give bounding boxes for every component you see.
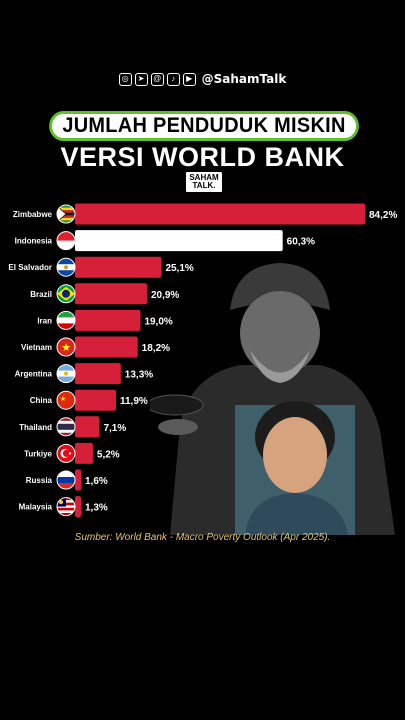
category-label-china: China <box>30 396 53 405</box>
bowl <box>150 394 204 416</box>
presenter-shirt <box>245 493 348 535</box>
flag-iran-icon <box>56 310 76 330</box>
category-label-iran: Iran <box>37 316 52 325</box>
flag-indonesia-icon <box>56 231 76 251</box>
category-label-brazil: Brazil <box>30 290 52 299</box>
badge-line-2: TALK. <box>192 181 216 190</box>
threads-icon: @ <box>150 72 164 86</box>
value-label-turkiye: 5,2% <box>97 449 120 460</box>
value-label-el-salvador: 25,1% <box>165 263 193 274</box>
source-text: Sumber: World Bank - Macro Poverty Outlo… <box>74 532 331 543</box>
category-label-zimbabwe: Zimbabwe <box>13 210 53 219</box>
background-photo <box>150 263 395 535</box>
svg-text:★: ★ <box>60 395 66 403</box>
flag-vietnam-icon: ★ <box>56 337 76 357</box>
flag-malaysia-icon <box>56 497 76 517</box>
brand-badge: SAHAM TALK. <box>186 172 222 192</box>
bar-turkiye <box>75 442 93 464</box>
value-label-vietnam: 18,2% <box>142 343 170 354</box>
man-face <box>240 291 320 375</box>
category-label-el-salvador: El Salvador <box>8 263 52 272</box>
value-label-zimbabwe: 84,2% <box>369 210 397 221</box>
category-label-argentina: Argentina <box>15 370 53 379</box>
bar-iran <box>75 309 141 331</box>
flag-brazil-icon <box>56 284 76 304</box>
flag-thailand-icon <box>56 417 76 437</box>
bar-russia <box>75 469 81 491</box>
tiktok-icon: ♪ <box>166 72 180 86</box>
youtube-icon: ▶ <box>182 72 196 86</box>
hand <box>158 419 198 435</box>
flag-zimbabwe-icon <box>56 204 76 224</box>
value-label-argentina: 13,3% <box>125 370 153 381</box>
social-bar: ◎ ➤ @ ♪ ▶ @SahamTalk <box>0 72 405 86</box>
category-label-russia: Russia <box>26 476 53 485</box>
category-label-malaysia: Malaysia <box>19 503 53 512</box>
bar-china <box>75 389 116 411</box>
bar-malaysia <box>75 496 81 518</box>
chart-subtitle: VERSI WORLD BANK <box>60 142 345 172</box>
bar-thailand <box>75 416 100 438</box>
value-label-iran: 19,0% <box>144 316 172 327</box>
bar-el-salvador <box>75 256 162 278</box>
bar-brazil <box>75 283 147 305</box>
svg-text:★: ★ <box>61 342 71 354</box>
instagram-icon: ◎ <box>118 72 132 86</box>
flag-russia-icon <box>56 470 76 490</box>
badge-line-1: SAHAM <box>189 173 219 182</box>
value-label-malaysia: 1,3% <box>85 503 108 514</box>
telegram-icon: ➤ <box>134 72 148 86</box>
handle-text: @SahamTalk <box>201 72 287 86</box>
value-label-thailand: 7,1% <box>103 423 126 434</box>
chart-title: JUMLAH PENDUDUK MISKIN <box>49 111 359 141</box>
category-label-thailand: Thailand <box>19 423 52 432</box>
value-label-indonesia: 60,3% <box>287 237 315 248</box>
man-beard <box>250 350 310 383</box>
category-label-indonesia: Indonesia <box>15 237 53 246</box>
bar-indonesia <box>75 230 283 252</box>
bar-chart: Zimbabwe 84,2% Indonesia 60,3% El Salvador 25… <box>8 203 397 518</box>
man-hat <box>230 263 330 310</box>
flag-china-icon: ★ <box>56 390 76 410</box>
bar-argentina <box>75 363 121 385</box>
value-label-russia: 1,6% <box>85 476 108 487</box>
presenter-face <box>263 417 327 493</box>
value-label-brazil: 20,9% <box>151 290 179 301</box>
flag-turkiye-icon <box>56 443 76 463</box>
category-label-turkiye: Turkiye <box>24 449 52 458</box>
flag-el-salvador-icon <box>56 257 76 277</box>
bar-zimbabwe <box>75 203 365 225</box>
flag-argentina-icon <box>56 364 76 384</box>
value-label-china: 11,9% <box>120 396 148 407</box>
category-label-vietnam: Vietnam <box>21 343 52 352</box>
bar-vietnam <box>75 336 138 358</box>
